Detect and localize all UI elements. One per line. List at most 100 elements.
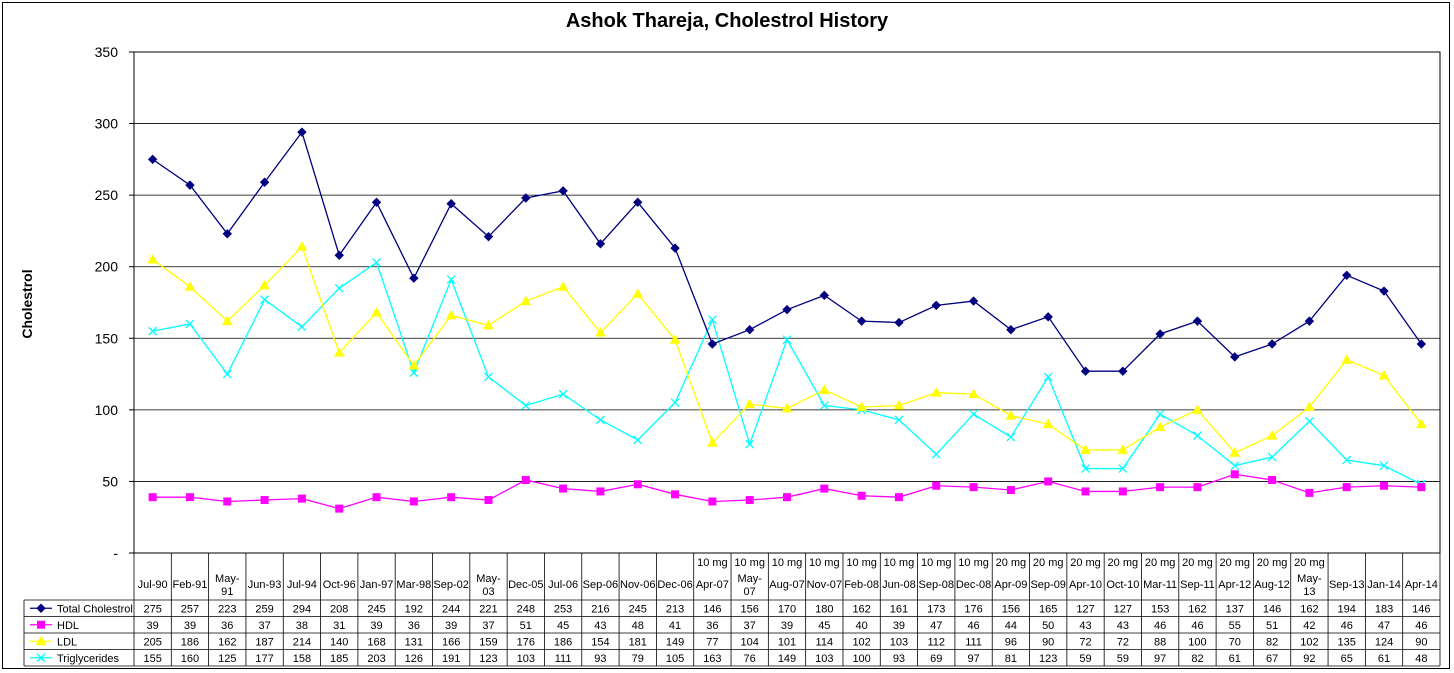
total-cholestrol-point <box>856 316 867 326</box>
hdl-point <box>1081 487 1090 496</box>
hdl-point <box>559 484 568 493</box>
total-cholestrol-value: 245 <box>367 603 385 615</box>
ldl-point <box>595 327 606 337</box>
triglycerides-point <box>297 322 307 332</box>
triglycerides-point <box>148 326 158 336</box>
triglycerides-value: 59 <box>1079 653 1091 665</box>
hdl-value: 46 <box>967 620 979 632</box>
hdl-point <box>745 496 754 505</box>
hdl-value: 43 <box>1117 620 1129 632</box>
triglycerides-point <box>633 435 643 445</box>
triglycerides-value: 203 <box>367 653 385 665</box>
hdl-point <box>671 490 680 499</box>
category-label: Mar-11 <box>1143 579 1177 591</box>
triglycerides-point <box>782 335 792 345</box>
hdl-value: 50 <box>1042 620 1054 632</box>
triglycerides-value: 149 <box>778 653 796 665</box>
ldl-value: 82 <box>1266 636 1278 648</box>
ldl-point <box>707 437 718 447</box>
triglycerides-point <box>1043 372 1053 382</box>
hdl-point <box>447 493 456 502</box>
ldl-value: 154 <box>591 636 609 648</box>
hdl-value: 46 <box>1341 620 1353 632</box>
hdl-value: 37 <box>744 620 756 632</box>
category-label: Oct-96 <box>323 579 356 591</box>
total-cholestrol-value: 248 <box>517 603 535 615</box>
triglycerides-value: 67 <box>1266 653 1278 665</box>
triglycerides-point <box>1081 464 1090 474</box>
category-label: Mar-98 <box>396 579 431 591</box>
triglycerides-value: 125 <box>218 653 236 665</box>
category-label: Jan-97 <box>360 579 394 591</box>
ldl-point <box>669 334 681 344</box>
total-cholestrol-value: 146 <box>703 603 721 615</box>
triglycerides-point <box>521 401 531 411</box>
hdl-point <box>932 481 941 490</box>
total-cholestrol-legend-point <box>36 603 46 613</box>
total-cholestrol-point <box>558 186 568 196</box>
ldl-value: 205 <box>143 636 161 648</box>
triglycerides-point <box>819 401 829 411</box>
category-label: May- <box>737 573 762 585</box>
total-cholestrol-value: 176 <box>964 603 982 615</box>
hdl-value: 46 <box>1415 620 1427 632</box>
hdl-point <box>708 497 717 506</box>
ldl-point <box>1341 354 1353 364</box>
total-cholestrol-legend-label: Total Cholestrol <box>57 603 133 615</box>
total-cholestrol-value: 223 <box>218 603 236 615</box>
triglycerides-value: 61 <box>1229 653 1241 665</box>
ldl-point <box>818 384 830 394</box>
category-label: Dec-06 <box>657 579 692 591</box>
category-label: 03 <box>482 586 494 598</box>
category-label: Sep-02 <box>433 579 468 591</box>
total-cholestrol-point <box>968 296 979 306</box>
ldl-value: 90 <box>1042 636 1054 648</box>
category-label: Jun-93 <box>248 579 282 591</box>
triglycerides-point <box>1155 409 1165 419</box>
category-prefix: 10 mg <box>846 557 877 569</box>
hdl-legend-label: HDL <box>57 620 79 632</box>
triglycerides-point <box>558 389 568 399</box>
triglycerides-value: 123 <box>1039 653 1057 665</box>
hdl-point <box>596 487 605 496</box>
hdl-point <box>1268 475 1277 484</box>
hdl-value: 43 <box>1079 620 1091 632</box>
hdl-point <box>1006 486 1015 495</box>
ldl-point <box>445 309 457 320</box>
ldl-point <box>1415 418 1427 429</box>
y-tick-label: 250 <box>95 187 119 203</box>
hdl-point <box>1118 487 1127 496</box>
hdl-value: 44 <box>1005 620 1017 632</box>
ldl-legend-point <box>35 635 47 646</box>
category-prefix: 10 mg <box>772 557 803 569</box>
hdl-point <box>372 493 381 502</box>
total-cholestrol-point <box>894 317 904 328</box>
hdl-value: 38 <box>296 620 308 632</box>
ldl-value: 124 <box>1375 636 1393 648</box>
category-label: 13 <box>1303 586 1315 598</box>
ldl-value: 131 <box>405 636 423 648</box>
total-cholestrol-line <box>152 130 1422 372</box>
total-cholestrol-point <box>185 180 195 190</box>
category-prefix: 20 mg <box>1219 557 1250 569</box>
category-label: Sep-08 <box>919 579 954 591</box>
category-label: Sep-11 <box>1180 579 1215 591</box>
triglycerides-point <box>446 275 456 285</box>
ldl-value: 187 <box>255 636 273 648</box>
total-cholestrol-point <box>297 127 307 137</box>
triglycerides-point <box>707 315 717 325</box>
total-cholestrol-point <box>334 250 344 260</box>
triglycerides-point <box>260 295 270 305</box>
category-label: Aug-12 <box>1254 579 1289 591</box>
hdl-point <box>1230 470 1239 479</box>
category-prefix: 10 mg <box>958 557 989 569</box>
triglycerides-point <box>372 257 382 267</box>
total-cholestrol-value: 245 <box>629 603 647 615</box>
triglycerides-value: 111 <box>555 653 572 665</box>
triglycerides-value: 160 <box>181 653 199 665</box>
total-cholestrol-value: 192 <box>405 603 423 615</box>
triglycerides-point <box>1006 432 1016 442</box>
category-prefix: 20 mg <box>1145 557 1176 569</box>
hdl-value: 39 <box>370 620 382 632</box>
